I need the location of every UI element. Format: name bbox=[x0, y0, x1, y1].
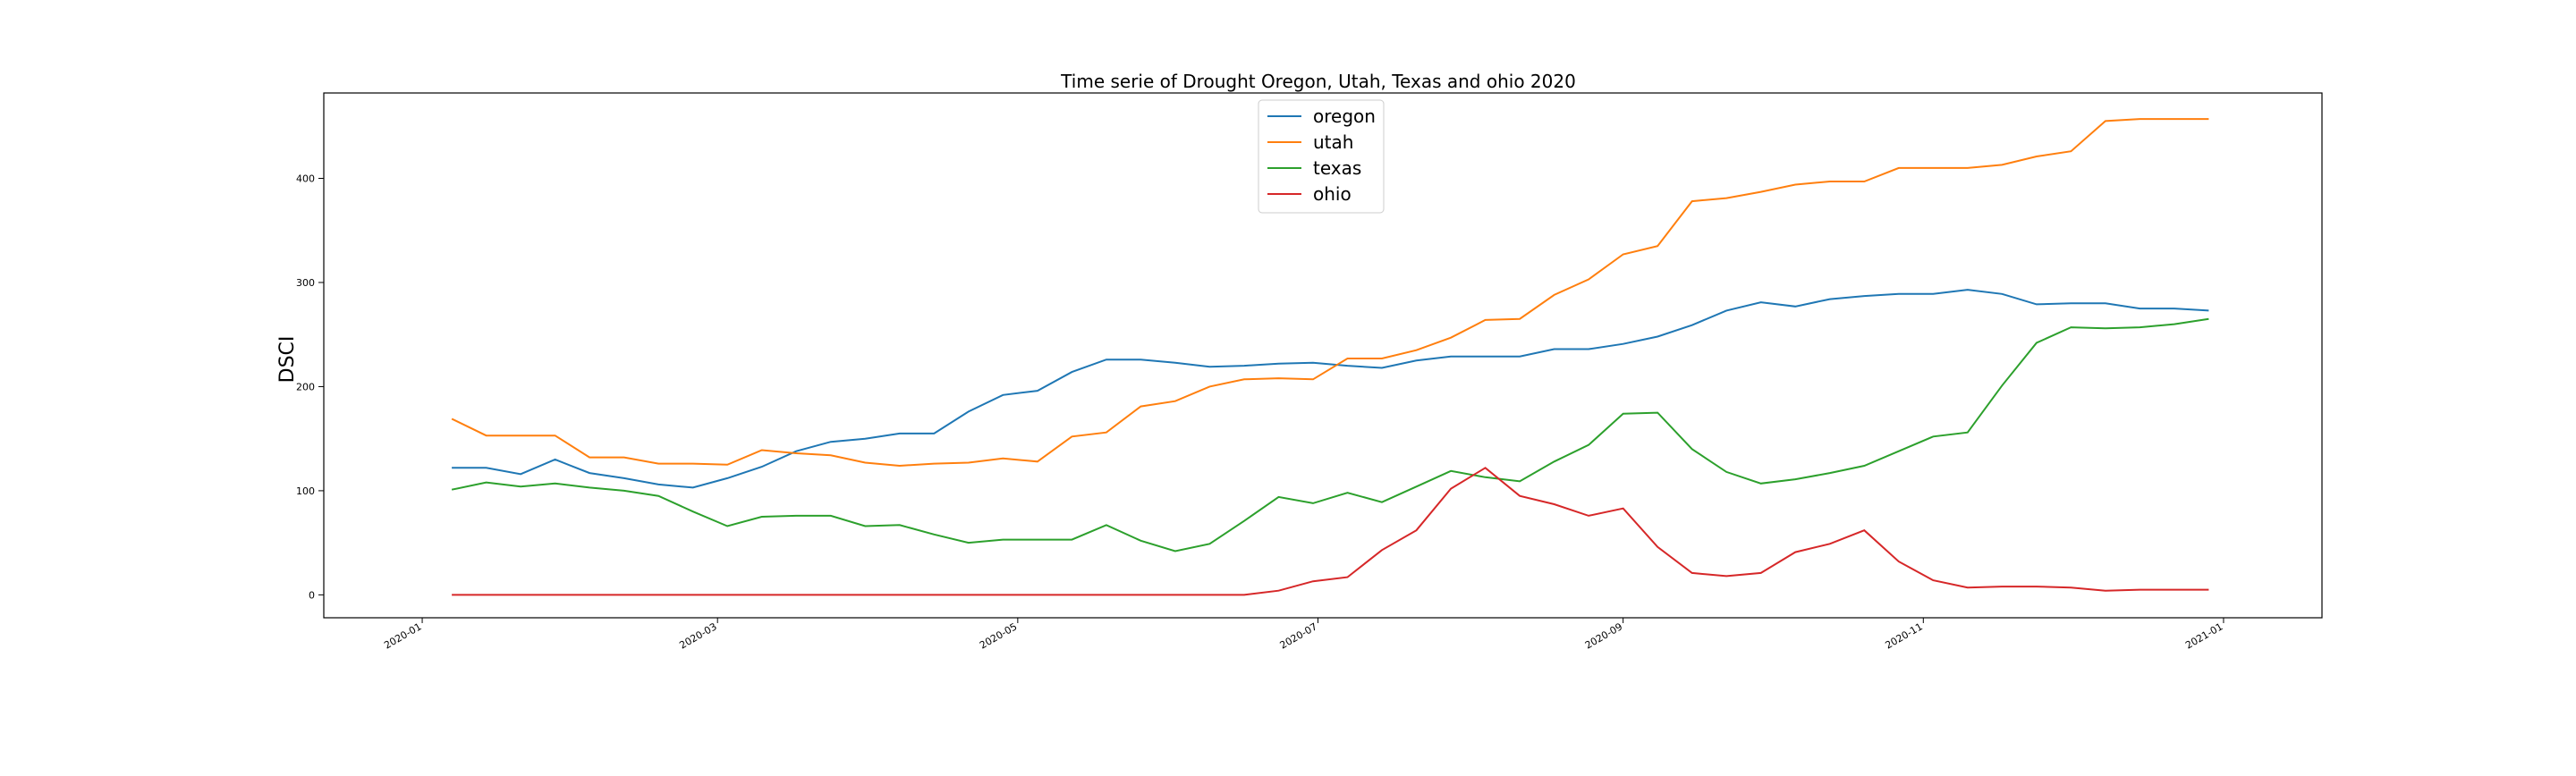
y-tick-label: 400 bbox=[296, 173, 315, 185]
series-line-texas bbox=[451, 317, 2209, 552]
legend-box bbox=[1258, 99, 1385, 214]
y-tick-label: 100 bbox=[296, 485, 315, 497]
x-tick-label: 2020-03 bbox=[677, 620, 718, 651]
chart-title: Time serie of Drought Oregon, Utah, Texa… bbox=[1060, 71, 1576, 92]
legend-label-oregon: oregon bbox=[1313, 105, 1376, 127]
axis-ticks: 2020-01 2020-03 2020-05 2020-07 2020-09 2020-… bbox=[296, 173, 2224, 652]
series-line-oregon bbox=[452, 289, 2209, 489]
legend-label-utah: utah bbox=[1313, 131, 1353, 153]
y-tick-label: 200 bbox=[296, 381, 315, 392]
plot-area-frame bbox=[323, 92, 2323, 619]
series-line-utah bbox=[451, 118, 2209, 468]
y-tick-label: 300 bbox=[296, 277, 315, 289]
x-tick-label: 2020-11 bbox=[1883, 620, 1924, 651]
series-layer bbox=[451, 118, 2209, 596]
x-tick-label: 2021-01 bbox=[2183, 620, 2224, 651]
y-axis-label: DSCI bbox=[276, 336, 299, 384]
y-tick-label: 0 bbox=[309, 589, 315, 601]
x-tick-label: 2020-05 bbox=[978, 620, 1019, 651]
x-tick-label: 2020-07 bbox=[1278, 620, 1319, 651]
x-tick-label: 2020-09 bbox=[1583, 620, 1624, 651]
series-line-ohio bbox=[452, 467, 2209, 596]
legend: oregon utah texas ohio bbox=[1258, 99, 1385, 214]
legend-label-ohio: ohio bbox=[1313, 183, 1352, 205]
legend-label-texas: texas bbox=[1313, 157, 1361, 179]
x-tick-label: 2020-01 bbox=[382, 620, 423, 651]
